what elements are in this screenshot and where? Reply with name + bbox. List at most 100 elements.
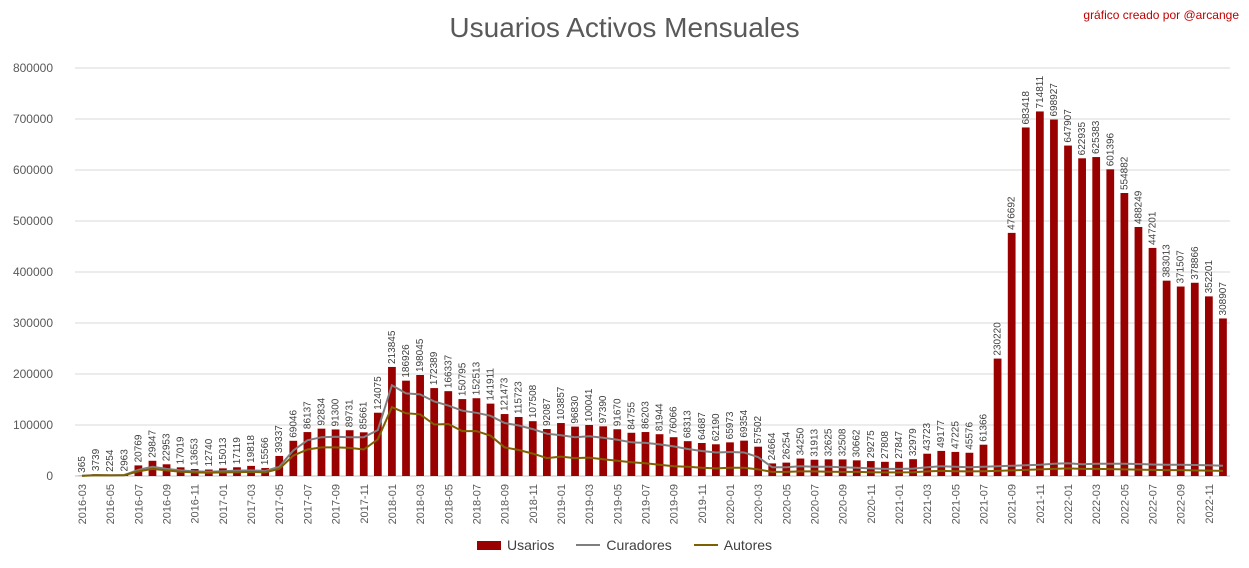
x-tick-label: 2020-09 (838, 484, 850, 524)
x-tick-label: 2021-05 (950, 484, 962, 524)
x-tick-label: 2016-09 (162, 484, 174, 524)
data-label-usuarios: 121473 (500, 377, 511, 411)
y-tick-label: 100000 (13, 418, 53, 432)
data-label-usuarios: 89731 (345, 399, 356, 427)
bar-usuarios (542, 429, 551, 476)
bar-usuarios (1134, 226, 1143, 476)
y-tick-label: 0 (46, 469, 53, 483)
data-label-usuarios: 172389 (429, 351, 440, 385)
data-label-usuarios: 97390 (598, 395, 609, 423)
legend-label-usuarios: Usarios (506, 537, 555, 553)
bar-usuarios (430, 388, 439, 476)
bar-usuarios (317, 428, 326, 476)
bar-usuarios (331, 429, 340, 476)
bar-usuarios (1078, 158, 1086, 476)
data-label-usuarios: 27808 (880, 431, 891, 459)
data-label-usuarios: 57502 (753, 415, 764, 443)
data-label-usuarios: 29275 (866, 430, 877, 458)
bar-usuarios (627, 432, 636, 476)
x-tick-label: 2016-07 (133, 484, 145, 524)
data-label-usuarios: 213845 (387, 330, 398, 364)
bar-usuarios (712, 444, 720, 476)
data-label-usuarios: 64687 (697, 412, 708, 440)
bar-usuarios (599, 426, 608, 476)
bar-usuarios (951, 451, 960, 476)
x-tick-label: 2019-03 (584, 484, 596, 524)
data-label-usuarios: 69354 (739, 409, 750, 437)
data-label-usuarios: 371507 (1176, 250, 1187, 284)
data-label-usuarios: 26254 (781, 431, 792, 459)
x-tick-label: 2019-11 (697, 484, 709, 524)
x-tick-label: 2021-01 (894, 484, 906, 524)
data-label-usuarios: 714811 (1035, 75, 1046, 108)
data-label-usuarios: 622935 (1077, 121, 1088, 155)
data-label-usuarios: 107508 (528, 384, 539, 418)
data-label-usuarios: 15013 (218, 437, 229, 465)
data-label-usuarios: 32508 (838, 428, 849, 456)
data-label-usuarios: 15566 (260, 437, 271, 465)
data-label-usuarios: 81944 (655, 403, 666, 431)
data-label-usuarios: 27847 (894, 431, 905, 459)
x-tick-label: 2017-05 (274, 484, 286, 524)
data-label-usuarios: 96830 (570, 395, 581, 423)
data-label-usuarios: 198045 (415, 338, 426, 372)
data-label-usuarios: 32979 (908, 428, 919, 456)
data-label-usuarios: 100041 (584, 388, 595, 422)
bar-usuarios (557, 423, 565, 476)
bar-usuarios (528, 421, 537, 476)
x-tick-label: 2016-03 (77, 484, 89, 524)
x-tick-label: 2017-07 (302, 484, 314, 524)
data-label-usuarios: 39337 (274, 425, 285, 453)
bar-usuarios (613, 429, 622, 476)
data-label-usuarios: 43723 (922, 422, 933, 450)
x-tick-label: 2022-07 (1148, 484, 1160, 524)
data-label-usuarios: 186926 (401, 344, 412, 378)
data-label-usuarios: 447201 (1148, 211, 1159, 245)
data-label-usuarios: 488249 (1133, 190, 1144, 224)
x-tick-label: 2022-01 (1063, 484, 1075, 524)
line-curadores (81, 383, 1224, 477)
legend-swatch-curadores (576, 544, 601, 546)
data-label-usuarios: 103857 (556, 386, 567, 420)
bar-usuarios (754, 446, 763, 476)
bar-usuarios (571, 426, 579, 476)
data-label-usuarios: 152513 (471, 361, 482, 395)
x-tick-label: 2016-05 (105, 484, 117, 524)
data-label-usuarios: 115723 (514, 381, 525, 414)
data-label-usuarios: 32625 (824, 428, 835, 456)
x-tick-label: 2020-05 (781, 484, 793, 524)
bar-usuarios (303, 432, 312, 476)
chart-title: Usuarios Activos Mensuales (449, 12, 800, 43)
y-tick-label: 500000 (13, 214, 53, 228)
legend-label-autores: Autores (723, 537, 773, 553)
data-label-usuarios: 13653 (190, 438, 201, 466)
data-label-usuarios: 378866 (1190, 246, 1201, 280)
x-tick-label: 2022-11 (1204, 484, 1216, 524)
bar-usuarios (937, 450, 946, 476)
y-tick-label: 200000 (13, 367, 53, 381)
y-tick-label: 700000 (13, 112, 53, 126)
data-label-usuarios: 49177 (936, 420, 947, 448)
x-tick-label: 2017-03 (246, 484, 258, 524)
data-label-usuarios: 141911 (486, 368, 497, 401)
data-label-usuarios: 85661 (359, 401, 370, 429)
x-tick-label: 2018-01 (387, 484, 399, 524)
bar-usuarios (1219, 318, 1227, 476)
x-tick-label: 2020-01 (725, 484, 737, 524)
x-tick-label: 2020-03 (753, 484, 765, 524)
data-label-usuarios: 68313 (683, 410, 694, 438)
x-tick-label: 2018-03 (415, 484, 427, 524)
bar-usuarios (444, 391, 453, 476)
data-label-usuarios: 352201 (1204, 260, 1215, 294)
bar-usuarios (1204, 296, 1213, 476)
legend-swatch-usuarios (476, 540, 501, 550)
data-label-usuarios: 150795 (457, 362, 468, 396)
bar-usuarios (500, 414, 509, 476)
data-label-usuarios: 29847 (147, 430, 158, 458)
data-label-usuarios: 31913 (809, 428, 820, 456)
bar-usuarios (768, 463, 777, 476)
legend-item-usuarios: Usarios (476, 537, 555, 553)
bar-usuarios (514, 416, 523, 476)
bar-usuarios (1120, 193, 1129, 476)
bar-usuarios (1106, 169, 1115, 477)
